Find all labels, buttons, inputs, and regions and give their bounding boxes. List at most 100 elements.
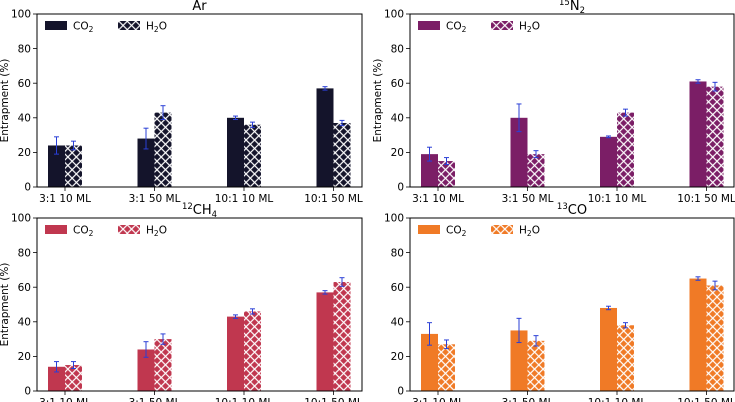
legend-label: H2O bbox=[146, 21, 167, 35]
bar bbox=[421, 154, 438, 187]
legend-label-main: H bbox=[519, 225, 527, 237]
bar bbox=[316, 292, 334, 391]
legend-label: H2O bbox=[519, 225, 540, 239]
y-tick-label: 60 bbox=[18, 282, 31, 294]
x-tick-label: 3:1 50 ML bbox=[129, 193, 181, 205]
bar bbox=[600, 307, 617, 391]
legend-label-tail: O bbox=[159, 225, 167, 237]
x-tick-label: 10:1 50 ML bbox=[304, 397, 363, 402]
bar bbox=[244, 124, 261, 187]
y-tick-label: 20 bbox=[18, 351, 31, 363]
legend-label: H2O bbox=[519, 21, 540, 35]
legend-label: H2O bbox=[146, 225, 167, 239]
title-superscript: 13 bbox=[557, 202, 568, 212]
bar bbox=[706, 285, 724, 391]
legend-swatch bbox=[45, 225, 67, 234]
bar bbox=[316, 88, 334, 187]
legend-label-tail: O bbox=[532, 21, 540, 33]
y-tick-label: 60 bbox=[18, 78, 31, 90]
legend-swatch bbox=[118, 21, 140, 30]
x-tick-label: 10:1 50 ML bbox=[677, 193, 735, 205]
y-tick-label: 80 bbox=[18, 247, 31, 259]
legend-label-sub: 2 bbox=[89, 25, 94, 34]
bar bbox=[689, 278, 707, 391]
chart-title: 12CH4 bbox=[182, 202, 217, 220]
plot-frame bbox=[409, 217, 735, 392]
bar bbox=[227, 117, 244, 187]
title-main: CH bbox=[193, 203, 212, 218]
bar bbox=[600, 136, 617, 187]
legend-label-sub: 2 bbox=[462, 25, 467, 34]
chart-panel-2: 0 20 40 60 80 100 Entrapment (%) 3:1 10 ML 3:1 5… bbox=[372, 0, 735, 205]
title-subscript: 4 bbox=[212, 210, 217, 220]
legend-label-main: CO bbox=[73, 225, 89, 237]
y-tick-label: 100 bbox=[384, 9, 404, 21]
y-tick-label: 0 bbox=[24, 386, 31, 398]
y-tick-label: 100 bbox=[384, 213, 404, 225]
y-axis-label: Entrapment (%) bbox=[0, 59, 11, 143]
chart-title: 15N2 bbox=[559, 0, 585, 16]
legend-label-sub: 2 bbox=[89, 229, 94, 238]
title-main: CO bbox=[568, 203, 587, 218]
y-tick-label: 80 bbox=[18, 43, 31, 55]
bar bbox=[527, 340, 545, 391]
title-subscript: 2 bbox=[580, 6, 585, 16]
y-tick-label: 20 bbox=[18, 147, 31, 159]
chart-title: 13CO bbox=[557, 202, 587, 218]
legend-label-main: CO bbox=[73, 21, 89, 33]
bar bbox=[48, 145, 65, 187]
legend-label-sub: 2 bbox=[154, 25, 159, 34]
legend-label-sub: 2 bbox=[527, 25, 532, 34]
y-tick-label: 0 bbox=[397, 182, 404, 194]
legend-label-tail: O bbox=[532, 225, 540, 237]
bar bbox=[438, 344, 455, 391]
legend-label-sub: 2 bbox=[527, 229, 532, 238]
y-tick-label: 60 bbox=[391, 78, 404, 90]
legend-label-main: CO bbox=[446, 21, 462, 33]
title-superscript: 15 bbox=[559, 0, 570, 8]
x-tick-label: 10:1 50 ML bbox=[677, 397, 735, 402]
x-tick-label: 3:1 50 ML bbox=[502, 193, 554, 205]
bar bbox=[421, 333, 438, 391]
plot-frame bbox=[36, 13, 363, 188]
legend-label: CO2 bbox=[446, 21, 467, 35]
legend-swatch bbox=[45, 21, 67, 30]
bar bbox=[617, 112, 634, 187]
bar bbox=[527, 154, 545, 187]
bar bbox=[438, 161, 455, 187]
x-tick-label: 3:1 50 ML bbox=[502, 397, 554, 402]
legend-swatch bbox=[118, 225, 140, 234]
x-tick-label: 3:1 10 ML bbox=[39, 193, 91, 205]
x-tick-label: 3:1 50 ML bbox=[129, 397, 181, 402]
y-tick-label: 100 bbox=[11, 213, 31, 225]
legend-label: CO2 bbox=[446, 225, 467, 239]
legend-swatch bbox=[418, 225, 440, 234]
y-tick-label: 40 bbox=[18, 317, 31, 329]
y-axis-label: Entrapment (%) bbox=[372, 59, 384, 143]
bar bbox=[137, 138, 155, 187]
x-tick-label: 3:1 10 ML bbox=[412, 397, 464, 402]
plot-frame bbox=[409, 13, 735, 188]
x-tick-label: 3:1 10 ML bbox=[412, 193, 464, 205]
bar bbox=[333, 282, 351, 391]
y-tick-label: 40 bbox=[18, 113, 31, 125]
chart-panel-4: 0 20 40 60 80 100 3:1 10 ML 3:1 50 ML 10:1 10 ML… bbox=[384, 202, 735, 402]
legend-swatch bbox=[491, 225, 513, 234]
title-main: N bbox=[570, 0, 580, 14]
legend-label: CO2 bbox=[73, 21, 94, 35]
plot-frame bbox=[36, 217, 363, 392]
y-tick-label: 40 bbox=[391, 113, 404, 125]
legend-swatch bbox=[418, 21, 440, 30]
legend-label-main: CO bbox=[446, 225, 462, 237]
x-tick-label: 10:1 10 ML bbox=[215, 397, 274, 402]
bar bbox=[48, 366, 65, 391]
x-tick-label: 10:1 10 ML bbox=[588, 193, 647, 205]
x-tick-label: 10:1 10 ML bbox=[215, 193, 274, 205]
bar bbox=[244, 311, 261, 391]
bar bbox=[65, 145, 82, 187]
bar bbox=[617, 325, 634, 391]
y-tick-label: 20 bbox=[391, 147, 404, 159]
bar bbox=[510, 117, 528, 187]
legend-label-sub: 2 bbox=[154, 229, 159, 238]
bar bbox=[227, 316, 244, 391]
